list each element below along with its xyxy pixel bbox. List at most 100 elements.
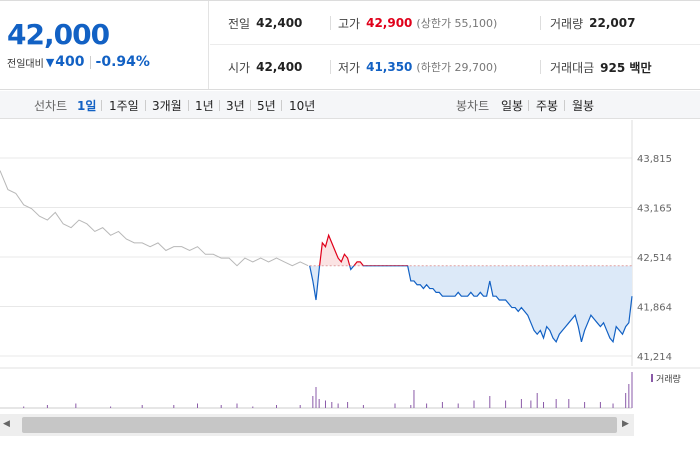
volume-bar	[220, 405, 222, 408]
volume-legend-label: 거래량	[656, 373, 681, 385]
high-cell: 고가 42,900 (상한가 55,100)	[338, 1, 497, 45]
today-line-down	[309, 265, 633, 344]
tab-1d[interactable]: 1일	[77, 99, 97, 113]
amount-cell: 거래대금 925 백만	[550, 45, 651, 89]
volume-bar	[489, 396, 491, 408]
volume-bar	[324, 400, 326, 408]
volume-value: 22,007	[589, 16, 636, 30]
volume-bar	[584, 402, 586, 408]
volume-bar	[236, 403, 238, 408]
high-label: 고가	[338, 16, 361, 31]
change-divider	[89, 55, 91, 69]
stats-row-2: 시가 42,400 저가 41,350 (하한가 29,700) 거래대금 92…	[210, 45, 700, 89]
volume-label: 거래량	[550, 16, 584, 31]
fill-up-area	[309, 235, 632, 266]
volume-bar	[536, 393, 538, 408]
price-box: 42,000 전일대비 ▼ 400 -0.94%	[0, 1, 209, 89]
volume-bar	[299, 405, 301, 408]
volume-bar	[625, 393, 627, 408]
volume-bar	[252, 406, 254, 408]
tab-divider	[281, 100, 282, 111]
tab-10y[interactable]: 10년	[289, 99, 316, 113]
open-cell: 시가 42,400	[228, 45, 302, 89]
volume-bar	[555, 399, 557, 408]
volume-bar	[612, 403, 614, 408]
tab-divider	[564, 100, 565, 111]
y-tick-label: 43,165	[637, 203, 672, 214]
price-chart: 43,815 43,165 42,514 41,864 41,214 거래량	[0, 120, 700, 414]
tab-3m[interactable]: 3개월	[152, 99, 182, 113]
volume-legend-swatch	[651, 374, 653, 382]
volume-bar	[362, 405, 364, 408]
price-chart-svg: 43,815 43,165 42,514 41,864 41,214 거래량	[0, 120, 700, 409]
open-label: 시가	[228, 60, 251, 75]
divider	[330, 60, 331, 74]
volume-bar	[505, 400, 507, 408]
volume-bar	[46, 405, 48, 408]
tab-1y[interactable]: 1년	[195, 99, 214, 113]
prev-close-cell: 전일 42,400	[228, 1, 302, 45]
scroll-thumb[interactable]	[22, 417, 617, 433]
divider	[540, 16, 541, 30]
tab-daily-candle[interactable]: 일봉	[501, 99, 524, 113]
volume-cell: 거래량 22,007	[550, 1, 635, 45]
change-amount: 400	[55, 54, 85, 70]
volume-bar	[318, 399, 320, 408]
volume-bar	[394, 403, 396, 408]
volume-bar	[197, 403, 198, 408]
volume-bar	[141, 405, 143, 408]
fill-down-area	[309, 265, 632, 342]
volume-bar	[410, 405, 412, 408]
open-value: 42,400	[256, 60, 303, 74]
high-value: 42,900	[366, 16, 413, 30]
volume-bar	[599, 402, 601, 408]
scroll-right-icon[interactable]: ▶	[622, 419, 629, 429]
low-cell: 저가 41,350 (하한가 29,700)	[338, 45, 497, 89]
volume-bar	[110, 406, 112, 408]
stats-row-1: 전일 42,400 고가 42,900 (상한가 55,100) 거래량 22,…	[210, 1, 700, 45]
volume-bar	[568, 399, 570, 408]
divider	[540, 60, 541, 74]
amount-value: 925 백만	[600, 60, 652, 75]
prev-close-value: 42,400	[256, 16, 303, 30]
chart-scrollbar[interactable]: ◀ ▶	[0, 414, 634, 436]
chart-tabbar: 선차트 1일 1주일 3개월 1년 3년 5년 10년 봉차트 일봉 주봉 월봉	[0, 91, 700, 119]
y-tick-label: 43,815	[637, 154, 672, 165]
stock-summary: 42,000 전일대비 ▼ 400 -0.94% 전일 42,400 고가 42…	[0, 0, 700, 90]
tab-divider	[250, 100, 251, 111]
divider	[330, 16, 331, 30]
volume-bar	[276, 405, 277, 408]
change-line: 전일대비 ▼ 400 -0.94%	[7, 54, 150, 70]
volume-bar	[530, 400, 532, 408]
tab-weekly-candle[interactable]: 주봉	[536, 99, 559, 113]
volume-bar	[75, 403, 77, 408]
tab-divider	[101, 100, 102, 111]
tab-3y[interactable]: 3년	[226, 99, 245, 113]
volume-bar	[441, 402, 443, 408]
tab-divider	[145, 100, 146, 111]
volume-bar	[23, 406, 25, 408]
upper-limit: (상한가 55,100)	[416, 17, 498, 30]
current-price: 42,000	[7, 18, 110, 51]
tab-1w[interactable]: 1주일	[109, 99, 139, 113]
down-arrow-icon: ▼	[45, 55, 55, 69]
change-label: 전일대비	[7, 58, 44, 70]
scroll-left-icon[interactable]: ◀	[3, 419, 10, 429]
y-tick-label: 42,514	[637, 253, 672, 264]
tab-5y[interactable]: 5년	[257, 99, 276, 113]
volume-bar	[520, 399, 522, 408]
volume-bar	[473, 400, 475, 408]
tab-divider	[219, 100, 220, 111]
tab-monthly-candle[interactable]: 월봉	[572, 99, 595, 113]
volume-bar	[628, 384, 630, 408]
volume-bar	[347, 402, 349, 408]
volume-bar	[312, 396, 314, 408]
volume-bar	[413, 390, 415, 408]
lower-limit: (하한가 29,700)	[416, 61, 498, 74]
volume-bar	[426, 403, 428, 408]
low-value: 41,350	[366, 60, 413, 74]
tab-divider	[528, 100, 529, 111]
y-tick-label: 41,214	[637, 352, 672, 363]
volume-bar	[457, 403, 459, 408]
volume-bar	[173, 405, 175, 408]
